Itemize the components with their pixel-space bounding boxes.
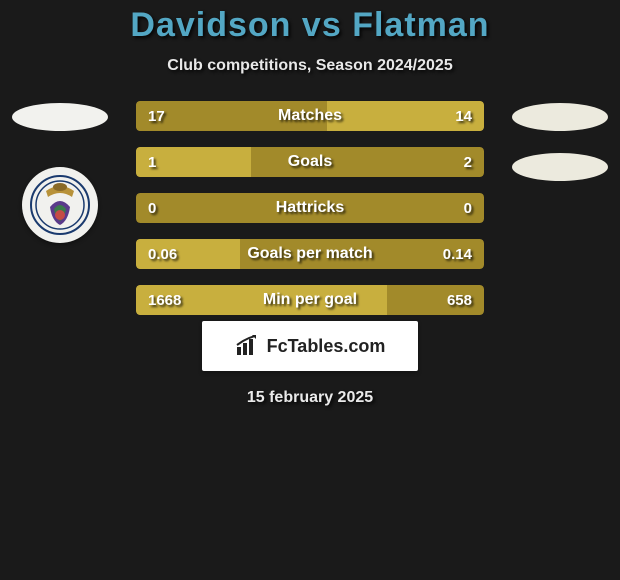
bar-value-right: 0 xyxy=(464,193,472,223)
player1-name: Davidson xyxy=(130,6,291,44)
player2-badge-ellipse-1 xyxy=(512,103,608,131)
bar-value-left: 0.06 xyxy=(148,239,177,269)
vs-text: vs xyxy=(302,6,342,44)
bar-value-right: 2 xyxy=(464,147,472,177)
logo-text: FcTables.com xyxy=(267,336,386,357)
player1-club-crest xyxy=(22,167,98,243)
bar-value-right: 0.14 xyxy=(443,239,472,269)
left-badge-group xyxy=(12,103,108,131)
chart-area: 1714Matches12Goals00Hattricks0.060.14Goa… xyxy=(0,101,620,311)
player2-badge-ellipse-2 xyxy=(512,153,608,181)
bar-background xyxy=(136,193,484,223)
crest-icon xyxy=(28,173,92,237)
player1-badge-ellipse xyxy=(12,103,108,131)
subtitle: Club competitions, Season 2024/2025 xyxy=(167,57,452,75)
logo-chart-icon xyxy=(235,335,261,357)
bar-value-right: 14 xyxy=(455,101,472,131)
bar-value-right: 658 xyxy=(447,285,472,315)
comparison-infographic: Davidson vs Flatman Club competitions, S… xyxy=(0,0,620,407)
stat-bar: 0.060.14Goals per match xyxy=(136,239,484,269)
bar-value-left: 0 xyxy=(148,193,156,223)
player2-name: Flatman xyxy=(352,6,489,44)
bar-value-left: 1668 xyxy=(148,285,181,315)
stat-bar: 12Goals xyxy=(136,147,484,177)
stat-bar: 1714Matches xyxy=(136,101,484,131)
stat-bar: 00Hattricks xyxy=(136,193,484,223)
bar-value-left: 17 xyxy=(148,101,165,131)
bar-value-left: 1 xyxy=(148,147,156,177)
page-title: Davidson vs Flatman xyxy=(130,6,489,45)
bars-container: 1714Matches12Goals00Hattricks0.060.14Goa… xyxy=(136,101,484,331)
right-badge-group xyxy=(512,103,608,131)
right-badge-group-2 xyxy=(512,153,608,181)
stat-bar: 1668658Min per goal xyxy=(136,285,484,315)
date-text: 15 february 2025 xyxy=(247,389,373,407)
